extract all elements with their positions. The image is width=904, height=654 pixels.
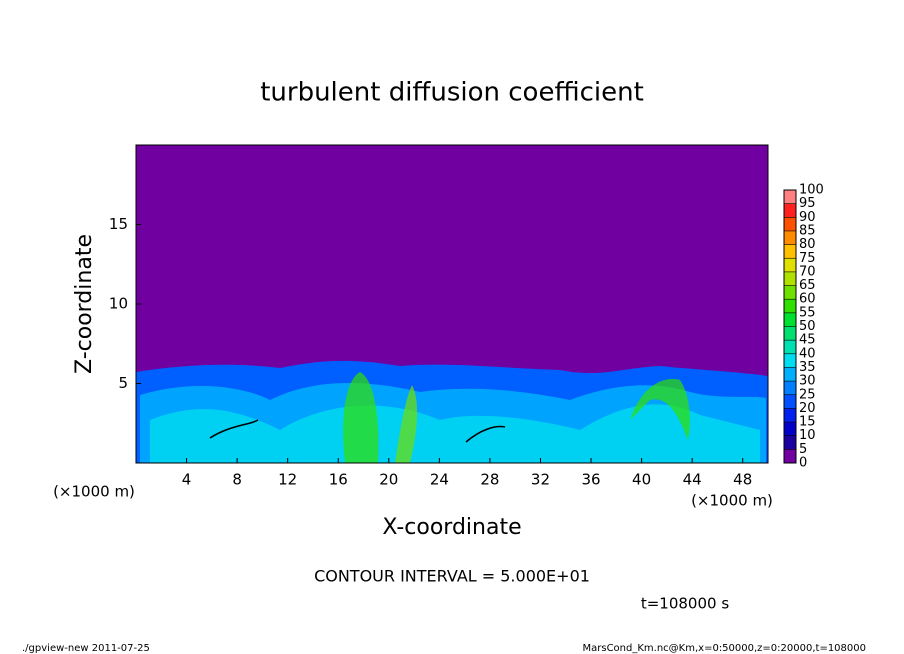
colorbar-band xyxy=(784,230,796,245)
colorbar-band xyxy=(784,326,796,341)
x-tick-label: 20 xyxy=(379,471,398,489)
field-pattern xyxy=(136,360,768,463)
footer-left: ./gpview-new 2011-07-25 xyxy=(22,643,150,654)
colorbar-band xyxy=(784,203,796,218)
colorbar-band xyxy=(784,422,796,436)
colorbar-band xyxy=(784,285,796,300)
x-tick-label: 12 xyxy=(278,471,297,489)
chart-title: turbulent diffusion coefficient xyxy=(260,78,644,108)
colorbar-label: 25 xyxy=(799,387,816,402)
colorbar-label: 95 xyxy=(799,196,816,211)
colorbar-label: 55 xyxy=(799,305,816,320)
x-tick-label: 44 xyxy=(683,471,702,489)
colorbar-label: 80 xyxy=(799,237,816,252)
colorbar-band xyxy=(784,408,796,423)
colorbar-band xyxy=(784,449,796,463)
colorbar-label: 0 xyxy=(799,456,807,471)
colorbar-band xyxy=(784,217,796,231)
colorbar-label: 70 xyxy=(799,264,816,279)
colorbar-band xyxy=(784,312,796,327)
x-tick-label: 40 xyxy=(632,471,651,489)
colorbar-band xyxy=(784,340,796,354)
x-tick-label: 4 xyxy=(182,471,192,489)
x-tick-label: 8 xyxy=(232,471,242,489)
footer-right: MarsCond_Km.nc@Km,x=0:50000,z=0:20000,t=… xyxy=(583,643,867,654)
x-tick-label: 24 xyxy=(430,471,449,489)
colorbar-label: 20 xyxy=(799,401,816,416)
colorbar-label: 90 xyxy=(799,210,816,225)
time-label: t=108000 s xyxy=(641,595,729,613)
x-tick-label: 48 xyxy=(733,471,752,489)
colorbar-label: 15 xyxy=(799,415,816,430)
y-tick-label: 15 xyxy=(109,215,128,233)
colorbar-label: 45 xyxy=(799,333,816,348)
colorbar-band xyxy=(784,244,796,259)
colorbar-label: 40 xyxy=(799,346,816,361)
colorbar-label: 65 xyxy=(799,278,816,293)
colorbar-label: 60 xyxy=(799,292,816,307)
y-unit-label: (×1000 m) xyxy=(691,492,773,510)
colorbar-label: 5 xyxy=(799,442,807,457)
x-tick-label: 28 xyxy=(480,471,499,489)
y-axis-title: Z-coordinate xyxy=(72,234,97,374)
colorbar-band xyxy=(784,394,796,409)
colorbar-label: 50 xyxy=(799,319,816,334)
colorbar-label: 30 xyxy=(799,374,816,389)
x-tick-label: 36 xyxy=(581,471,600,489)
colorbar-band xyxy=(784,258,796,272)
colorbar-band xyxy=(784,299,796,313)
colorbar-label: 75 xyxy=(799,251,816,266)
colorbar-band xyxy=(784,381,796,395)
x-unit-label: (×1000 m) xyxy=(53,483,135,501)
x-tick-label: 32 xyxy=(531,471,550,489)
x-tick-label: 16 xyxy=(329,471,348,489)
colorbar-band xyxy=(784,435,796,450)
y-tick-label: 5 xyxy=(118,374,128,392)
colorbar-label: 35 xyxy=(799,360,816,375)
contour-interval: CONTOUR INTERVAL = 5.000E+01 xyxy=(314,567,590,586)
colorbar-label: 85 xyxy=(799,223,816,238)
x-axis-title: X-coordinate xyxy=(382,515,521,540)
colorbar-band xyxy=(784,353,796,368)
colorbar-label: 10 xyxy=(799,428,816,443)
colorbar-band xyxy=(784,190,796,204)
y-tick-label: 10 xyxy=(109,295,128,313)
colorbar-band xyxy=(784,271,796,286)
colorbar-band xyxy=(784,367,796,382)
colorbar-label: 100 xyxy=(799,183,824,198)
